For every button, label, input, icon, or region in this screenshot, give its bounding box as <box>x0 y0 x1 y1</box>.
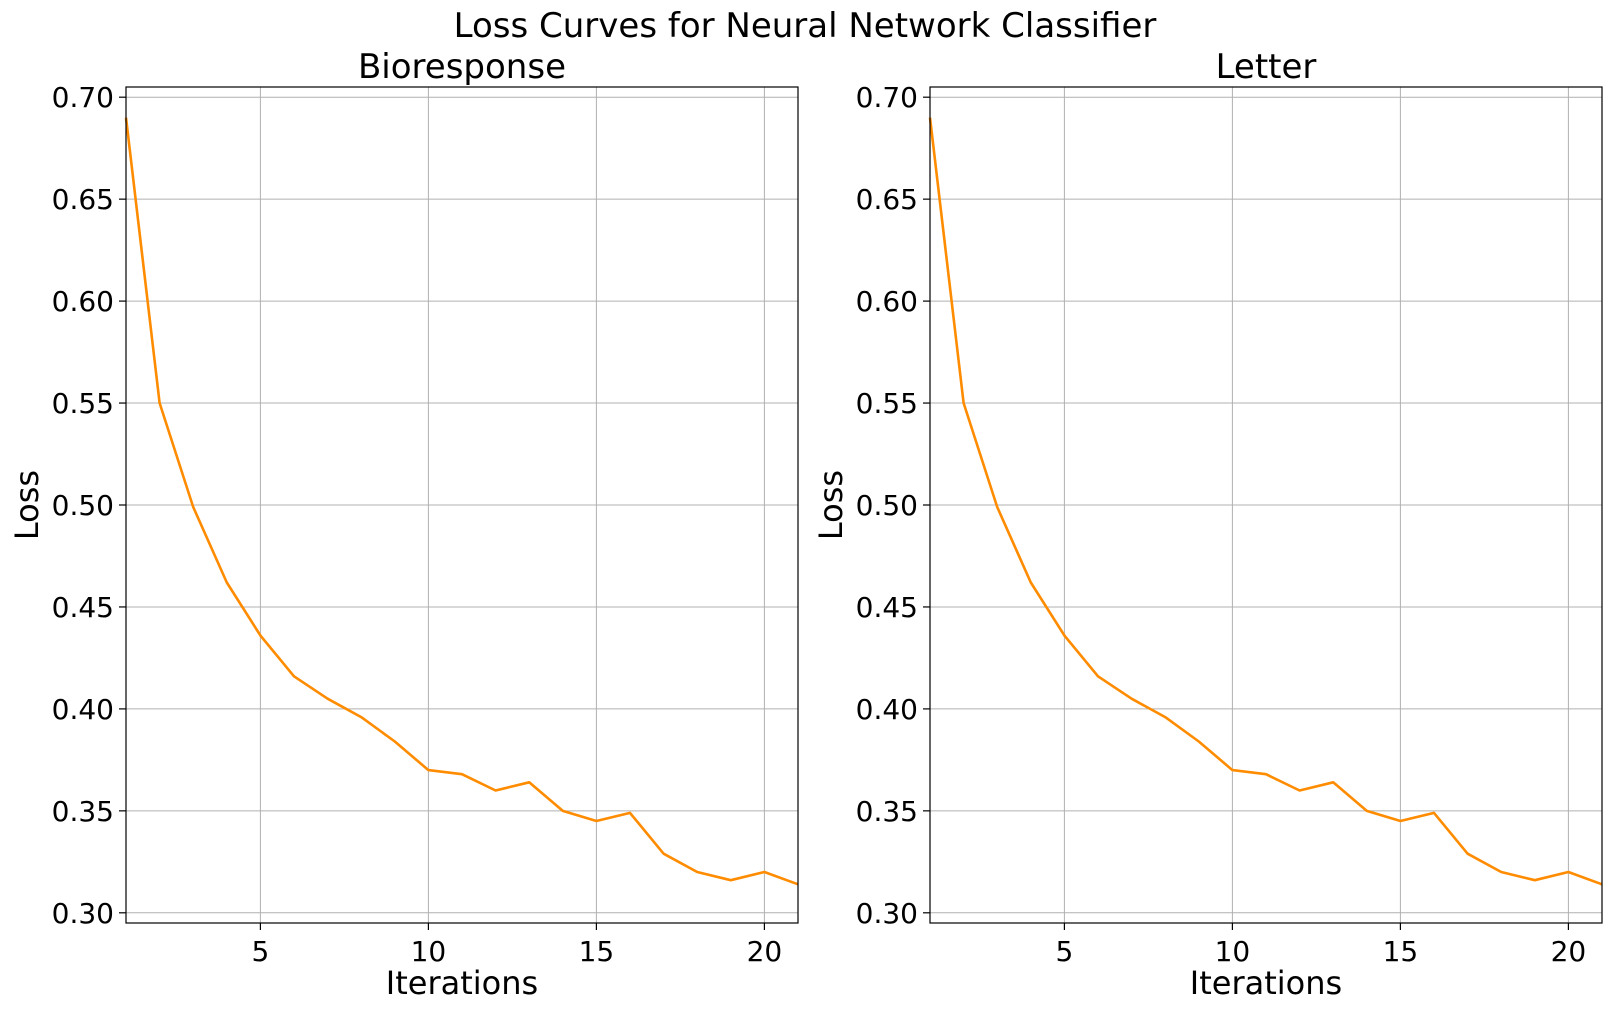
loss-line <box>124 117 799 886</box>
y-tick-label: 0.30 <box>52 897 114 930</box>
y-tick-label: 0.60 <box>856 285 918 318</box>
y-axis-label: Loss <box>8 470 46 540</box>
x-axis: 5 10 15 20 <box>251 923 782 968</box>
y-tick-label: 0.70 <box>856 81 918 114</box>
y-tick-label: 0.45 <box>52 591 114 624</box>
y-tick-label: 0.60 <box>52 285 114 318</box>
x-tick-label: 10 <box>1215 935 1251 968</box>
x-tick-label: 20 <box>1551 935 1587 968</box>
y-tick-label: 0.65 <box>856 183 918 216</box>
y-tick-label: 0.45 <box>856 591 918 624</box>
x-axis-label: Iterations <box>386 964 538 1002</box>
x-tick-label: 5 <box>1055 935 1073 968</box>
subplot-letter: Letter 0.300.350.400.450.500.550.600.650… <box>812 47 1603 1002</box>
subplot-bioresponse: Bioresponse 0.30 0.35 0.40 0.45 0.50 0.55 0.60… <box>8 47 799 1002</box>
y-tick-label: 0.55 <box>52 387 114 420</box>
y-axis: 0.30 0.35 0.40 0.45 0.50 0.55 0.60 0.65 0.70 <box>856 81 930 930</box>
figure-title: Loss Curves for Neural Network Classifie… <box>454 6 1157 46</box>
y-tick-label: 0.70 <box>52 81 114 114</box>
x-axis-label: Iterations <box>1190 964 1342 1002</box>
y-tick-label: 0.55 <box>856 387 918 420</box>
loss-line <box>928 117 1603 886</box>
y-axis-label: Loss <box>812 470 850 540</box>
grid <box>930 87 1602 923</box>
y-axis: 0.30 0.35 0.40 0.45 0.50 0.55 0.60 0.65 0.70 <box>52 81 126 930</box>
subplot-title: Bioresponse <box>358 47 566 87</box>
x-tick-label: 10 <box>411 935 447 968</box>
x-tick-label: 15 <box>1383 935 1419 968</box>
x-tick-label: 15 <box>579 935 615 968</box>
y-tick-label: 0.35 <box>856 795 918 828</box>
x-tick-label: 20 <box>747 935 783 968</box>
y-tick-label: 0.50 <box>52 489 114 522</box>
x-tick-label: 5 <box>251 935 269 968</box>
y-tick-label: 0.50 <box>856 489 918 522</box>
y-tick-label: 0.40 <box>52 693 114 726</box>
y-tick-label: 0.30 <box>856 897 918 930</box>
y-tick-label: 0.65 <box>52 183 114 216</box>
subplot-title: Letter <box>1216 47 1317 87</box>
y-tick-label: 0.35 <box>52 795 114 828</box>
y-tick-label: 0.40 <box>856 693 918 726</box>
x-axis: 5 10 15 20 <box>1055 923 1586 968</box>
grid <box>126 87 798 923</box>
